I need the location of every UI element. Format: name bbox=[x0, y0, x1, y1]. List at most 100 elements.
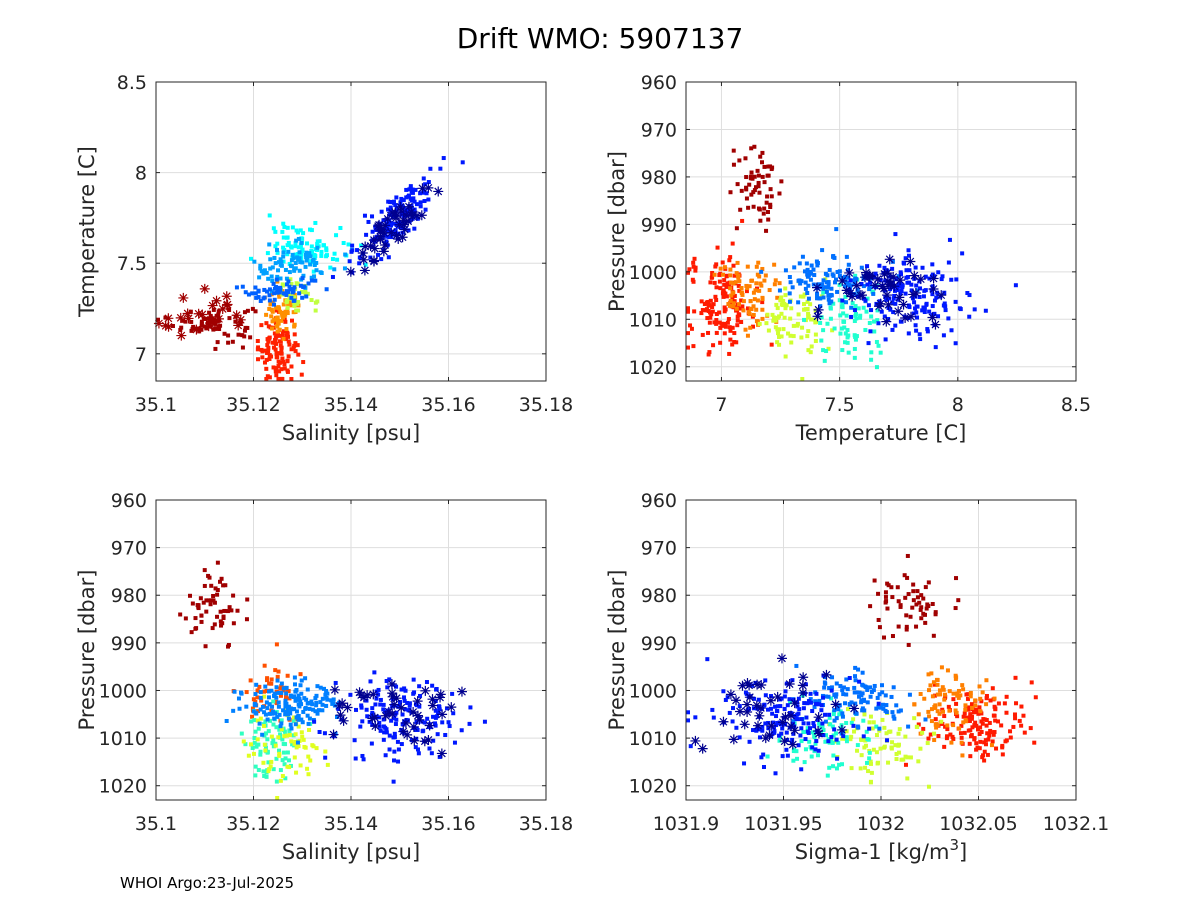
scatter-point bbox=[278, 343, 283, 348]
scatter-point bbox=[827, 765, 832, 770]
star-point bbox=[382, 213, 393, 224]
scatter-point bbox=[280, 282, 285, 287]
scatter-point bbox=[795, 712, 800, 717]
scatter-point bbox=[207, 310, 212, 315]
y-tick-label: 960 bbox=[111, 490, 147, 512]
scatter-point bbox=[927, 309, 932, 314]
scatter-point bbox=[849, 283, 854, 288]
scatter-point bbox=[933, 703, 938, 708]
scatter-point bbox=[274, 756, 279, 761]
scatter-point bbox=[389, 223, 394, 228]
star-point bbox=[153, 318, 164, 329]
scatter-point bbox=[931, 633, 936, 638]
star-point bbox=[400, 717, 411, 728]
scatter-point bbox=[230, 339, 235, 344]
scatter-point bbox=[925, 327, 930, 332]
scatter-point bbox=[868, 694, 873, 699]
scatter-point bbox=[189, 328, 194, 333]
scatter-point bbox=[805, 274, 810, 279]
scatter-point bbox=[686, 718, 690, 723]
scatter-point bbox=[387, 733, 392, 738]
scatter-point bbox=[275, 714, 280, 719]
scatter-point bbox=[905, 776, 910, 781]
scatter-point bbox=[949, 277, 954, 282]
scatter-point bbox=[744, 185, 749, 190]
scatter-point bbox=[193, 616, 198, 621]
scatter-point bbox=[291, 345, 296, 350]
x-tick-label: 7.5 bbox=[825, 394, 855, 416]
scatter-point bbox=[275, 329, 280, 334]
scatter-point bbox=[259, 347, 264, 352]
scatter-point bbox=[731, 162, 736, 167]
scatter-point bbox=[960, 753, 965, 758]
scatter-point bbox=[276, 359, 281, 364]
scatter-point bbox=[896, 297, 901, 302]
scatter-point bbox=[815, 753, 820, 758]
scatter-point bbox=[708, 298, 713, 303]
star-point bbox=[391, 213, 402, 224]
scatter-point bbox=[300, 248, 305, 253]
scatter-point bbox=[892, 716, 897, 721]
scatter-point bbox=[722, 331, 727, 336]
scatter-point bbox=[972, 723, 977, 728]
scatter-point bbox=[978, 709, 983, 714]
scatter-point bbox=[710, 305, 715, 310]
x-tick-label: 1031.9 bbox=[653, 813, 719, 835]
scatter-point bbox=[743, 690, 748, 695]
scatter-point bbox=[801, 294, 806, 299]
scatter-point bbox=[932, 682, 937, 687]
scatter-point bbox=[212, 600, 217, 605]
scatter-point bbox=[848, 737, 853, 742]
scatter-point bbox=[402, 695, 407, 700]
star-point bbox=[402, 729, 413, 740]
scatter-point bbox=[866, 341, 871, 346]
scatter-point bbox=[210, 626, 215, 631]
scatter-point bbox=[315, 711, 320, 716]
scatter-point bbox=[773, 771, 778, 776]
scatter-point bbox=[783, 306, 788, 311]
scatter-point bbox=[714, 262, 719, 267]
scatter-point bbox=[361, 757, 366, 762]
scatter-point bbox=[817, 723, 822, 728]
scatter-point bbox=[204, 609, 209, 614]
scatter-point bbox=[274, 685, 279, 690]
scatter-point bbox=[955, 693, 960, 698]
scatter-point bbox=[707, 350, 712, 355]
star-point bbox=[387, 207, 398, 218]
scatter-point bbox=[289, 726, 294, 731]
scatter-point bbox=[307, 716, 312, 721]
scatter-point bbox=[882, 745, 887, 750]
scatter-point bbox=[827, 715, 832, 720]
scatter-point bbox=[778, 704, 783, 709]
scatter-point bbox=[301, 737, 306, 742]
scatter-point bbox=[406, 708, 411, 713]
scatter-point bbox=[808, 726, 813, 731]
scatter-point bbox=[802, 302, 807, 307]
scatter-point bbox=[882, 314, 887, 319]
scatter-point bbox=[314, 700, 319, 705]
scatter-point bbox=[415, 747, 420, 752]
scatter-point bbox=[720, 291, 725, 296]
scatter-point bbox=[253, 692, 258, 697]
scatter-point bbox=[751, 304, 756, 309]
scatter-point bbox=[863, 298, 868, 303]
scatter-point bbox=[850, 301, 855, 306]
scatter-point bbox=[757, 190, 762, 195]
scatter-point bbox=[218, 323, 223, 328]
scatter-point bbox=[879, 683, 884, 688]
y-tick-label: 1000 bbox=[629, 262, 677, 284]
scatter-point bbox=[744, 175, 749, 180]
scatter-point bbox=[274, 308, 279, 313]
scatter-point bbox=[370, 706, 375, 711]
scatter-point bbox=[267, 306, 272, 311]
scatter-point bbox=[861, 697, 866, 702]
scatter-point bbox=[279, 721, 284, 726]
scatter-point bbox=[257, 275, 262, 280]
star-point bbox=[211, 295, 222, 306]
star-point bbox=[780, 711, 791, 722]
star-point bbox=[789, 725, 800, 736]
scatter-point bbox=[862, 712, 867, 717]
star-point bbox=[328, 729, 339, 740]
scatter-point bbox=[824, 280, 829, 285]
scatter-point bbox=[440, 720, 445, 725]
